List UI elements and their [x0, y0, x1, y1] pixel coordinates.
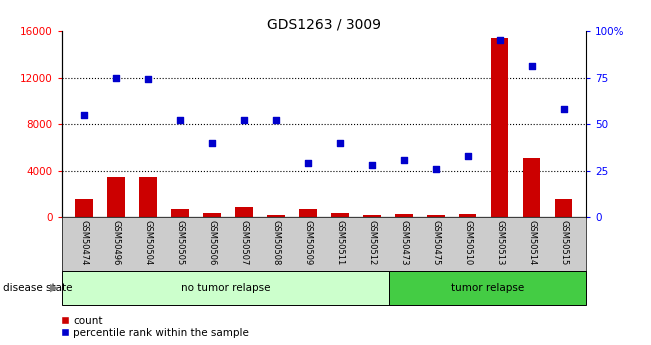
Bar: [139, 177, 157, 217]
Text: GSM50473: GSM50473: [399, 220, 408, 266]
Text: GDS1263 / 3009: GDS1263 / 3009: [267, 17, 381, 31]
Text: GSM50512: GSM50512: [367, 220, 376, 265]
Text: GSM50513: GSM50513: [495, 220, 504, 265]
FancyBboxPatch shape: [389, 271, 586, 305]
Point: [175, 118, 186, 123]
Bar: [459, 214, 477, 217]
Text: GSM50504: GSM50504: [144, 220, 152, 265]
Bar: [267, 215, 284, 217]
Text: no tumor relapse: no tumor relapse: [181, 283, 270, 293]
Text: disease state: disease state: [3, 283, 73, 293]
Point: [527, 64, 537, 69]
Point: [239, 118, 249, 123]
Point: [559, 107, 569, 112]
Bar: [523, 158, 540, 217]
Bar: [363, 215, 381, 217]
Point: [494, 38, 505, 43]
Text: GSM50509: GSM50509: [303, 220, 312, 265]
Bar: [427, 215, 445, 217]
Text: GSM50511: GSM50511: [335, 220, 344, 265]
Bar: [331, 213, 349, 217]
Point: [398, 157, 409, 162]
Point: [462, 153, 473, 159]
Bar: [235, 207, 253, 217]
Point: [367, 162, 377, 168]
Bar: [76, 199, 93, 217]
Text: GSM50505: GSM50505: [176, 220, 185, 265]
Point: [335, 140, 345, 146]
Point: [430, 166, 441, 172]
Bar: [299, 209, 316, 217]
Text: tumor relapse: tumor relapse: [451, 283, 524, 293]
Point: [143, 77, 154, 82]
Bar: [203, 213, 221, 217]
Text: GSM50496: GSM50496: [112, 220, 120, 265]
Point: [79, 112, 89, 118]
Text: GSM50510: GSM50510: [463, 220, 472, 265]
Legend: count, percentile rank within the sample: count, percentile rank within the sample: [61, 316, 249, 338]
Text: GSM50508: GSM50508: [271, 220, 281, 265]
Bar: [171, 209, 189, 217]
Bar: [107, 177, 125, 217]
Point: [111, 75, 121, 80]
Text: ▶: ▶: [50, 283, 59, 293]
Text: GSM50475: GSM50475: [431, 220, 440, 265]
Text: GSM50514: GSM50514: [527, 220, 536, 265]
Bar: [555, 199, 572, 217]
Point: [207, 140, 217, 146]
FancyBboxPatch shape: [62, 271, 389, 305]
Bar: [395, 214, 413, 217]
Text: GSM50507: GSM50507: [240, 220, 249, 265]
Point: [271, 118, 281, 123]
Bar: [491, 38, 508, 217]
Point: [303, 160, 313, 166]
Text: GSM50515: GSM50515: [559, 220, 568, 265]
Text: GSM50474: GSM50474: [79, 220, 89, 265]
Text: GSM50506: GSM50506: [208, 220, 217, 265]
